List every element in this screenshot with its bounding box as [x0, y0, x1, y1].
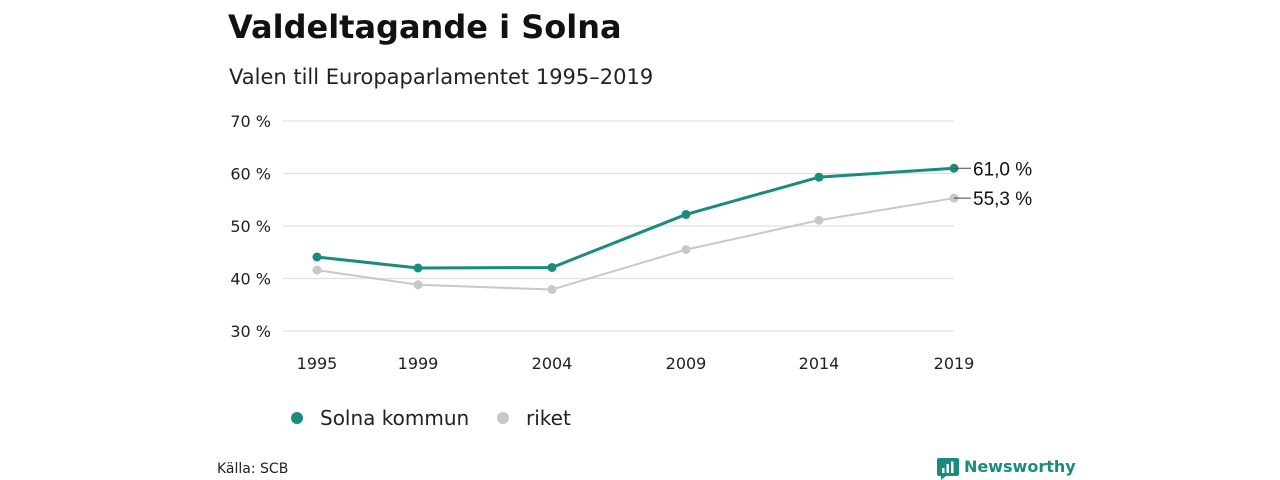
y-tick-label: 30 % [230, 322, 271, 341]
x-tick-label: 2009 [666, 354, 707, 373]
series-line-riket [316, 197, 955, 291]
x-tick-label: 2019 [934, 354, 975, 373]
data-point-riket [547, 285, 557, 295]
x-tick-label: 2014 [799, 354, 840, 373]
legend-marker-solna [291, 412, 303, 424]
y-axis-ticks: 70 % 60 % 50 % 40 % 30 % [230, 112, 271, 341]
x-axis-ticks: 1995 1999 2004 2009 2014 2019 [297, 354, 975, 373]
data-point-solna [681, 209, 691, 219]
data-point-riket [814, 215, 824, 225]
series-line-solna [316, 166, 955, 270]
gridlines [283, 120, 954, 332]
chart-title: Valdeltagande i Solna [228, 8, 622, 46]
data-point-solna [547, 262, 557, 272]
data-point-solna [413, 263, 423, 273]
series-lines [312, 163, 959, 295]
data-point-riket [681, 245, 691, 255]
data-point-solna [814, 172, 824, 182]
x-tick-label: 1995 [297, 354, 338, 373]
y-tick-label: 60 % [230, 165, 271, 184]
legend-label-riket: riket [526, 406, 571, 430]
bar-chart-badge-icon [937, 458, 959, 480]
brand-name: Newsworthy [964, 457, 1076, 476]
y-tick-label: 40 % [230, 270, 271, 289]
data-point-solna [312, 252, 322, 262]
chart-subtitle: Valen till Europaparlamentet 1995–2019 [229, 65, 653, 89]
data-point-riket [413, 280, 423, 290]
y-tick-label: 50 % [230, 217, 271, 236]
x-tick-label: 1999 [398, 354, 439, 373]
source-note: Källa: SCB [217, 461, 288, 477]
legend-label-solna: Solna kommun [320, 406, 469, 430]
x-tick-label: 2004 [532, 354, 573, 373]
data-point-riket [312, 265, 322, 275]
legend: Solna kommun riket [291, 406, 571, 430]
end-value-label: 55,3 % [973, 189, 1032, 210]
end-value-label: 61,0 % [973, 159, 1032, 180]
brand-logo: Newsworthy [937, 457, 1076, 480]
y-tick-label: 70 % [230, 112, 271, 131]
end-labels: 55,3 % 61,0 % [954, 159, 1032, 210]
legend-marker-riket [497, 412, 509, 424]
